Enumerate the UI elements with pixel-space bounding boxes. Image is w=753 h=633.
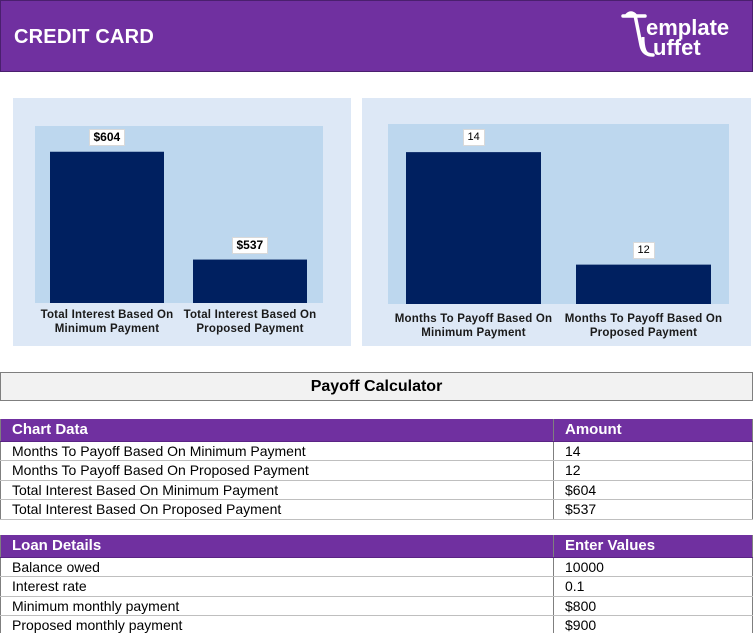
- months-chart: [406, 152, 711, 304]
- logo-text-line1: emplate: [646, 15, 729, 40]
- interest-chart-panel: $604 Total Interest Based On Minimum Payme…: [13, 98, 351, 346]
- row-value[interactable]: 14: [553, 441, 753, 461]
- page-title: CREDIT CARD: [14, 26, 154, 48]
- row-label: Proposed monthly payment: [0, 615, 554, 633]
- months-category-label-1: Months To Payoff Based On Minimum Payment: [394, 313, 553, 339]
- interest-bar-2: [193, 259, 307, 303]
- table-row: Balance owed 10000: [0, 557, 753, 577]
- table-row: Interest rate 0.1: [0, 576, 753, 597]
- months-data-label-2: 12: [632, 241, 655, 259]
- interest-data-label-1: $604: [88, 128, 126, 146]
- interest-bar-1: [50, 151, 164, 303]
- proposed-payment-input[interactable]: $900: [553, 615, 753, 633]
- interest-rate-input[interactable]: 0.1: [553, 576, 753, 597]
- column-header: Amount: [553, 419, 753, 442]
- row-value[interactable]: 12: [553, 460, 753, 481]
- row-label: Balance owed: [0, 557, 554, 577]
- table-header-row: Chart Data Amount: [0, 419, 753, 442]
- row-value[interactable]: $537: [553, 499, 753, 520]
- logo-text-line2: uffet: [653, 35, 701, 60]
- column-header: Chart Data: [0, 419, 554, 442]
- table-header-row: Loan Details Enter Values: [0, 535, 753, 558]
- balance-owed-input[interactable]: 10000: [553, 557, 753, 577]
- loan-details-table: Loan Details Enter Values Balance owed 1…: [0, 535, 753, 633]
- months-chart-panel: 14 Months To Payoff Based On Minimum Payme…: [362, 98, 751, 346]
- row-label: Minimum monthly payment: [0, 596, 554, 616]
- row-label: Total Interest Based On Proposed Payment: [0, 499, 554, 520]
- row-label: Total Interest Based On Minimum Payment: [0, 480, 554, 500]
- chart-data-table: Chart Data Amount Months To Payoff Based…: [0, 419, 753, 520]
- interest-category-label-2: Total Interest Based On Proposed Payment: [183, 309, 317, 335]
- row-value[interactable]: $604: [553, 480, 753, 500]
- column-header: Loan Details: [0, 535, 554, 558]
- interest-category-label-1: Total Interest Based On Minimum Payment: [40, 309, 174, 335]
- table-row: Proposed monthly payment $900: [0, 615, 753, 633]
- row-label: Months To Payoff Based On Proposed Payme…: [0, 460, 554, 481]
- table-row: Total Interest Based On Minimum Payment …: [0, 480, 753, 500]
- months-data-label-1: 14: [462, 129, 485, 147]
- calculator-title: Payoff Calculator: [0, 372, 753, 401]
- table-row: Months To Payoff Based On Proposed Payme…: [0, 460, 753, 481]
- table-row: Months To Payoff Based On Minimum Paymen…: [0, 441, 753, 461]
- interest-chart: [50, 151, 307, 303]
- template-buffet-logo: emplate uffet: [621, 11, 729, 60]
- header-banner: CREDIT CARD emplate uffet: [0, 0, 753, 72]
- table-row: Total Interest Based On Proposed Payment…: [0, 499, 753, 520]
- column-header: Enter Values: [553, 535, 753, 558]
- row-label: Months To Payoff Based On Minimum Paymen…: [0, 441, 554, 461]
- minimum-payment-input[interactable]: $800: [553, 596, 753, 616]
- table-row: Minimum monthly payment $800: [0, 596, 753, 616]
- row-label: Interest rate: [0, 576, 554, 597]
- interest-data-label-2: $537: [231, 236, 269, 254]
- months-bar-1: [406, 152, 541, 304]
- months-bar-2: [576, 264, 711, 304]
- months-category-label-2: Months To Payoff Based On Proposed Paymen…: [564, 313, 723, 339]
